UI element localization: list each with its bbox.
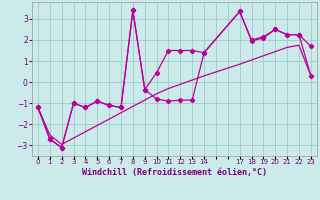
X-axis label: Windchill (Refroidissement éolien,°C): Windchill (Refroidissement éolien,°C)	[82, 168, 267, 177]
